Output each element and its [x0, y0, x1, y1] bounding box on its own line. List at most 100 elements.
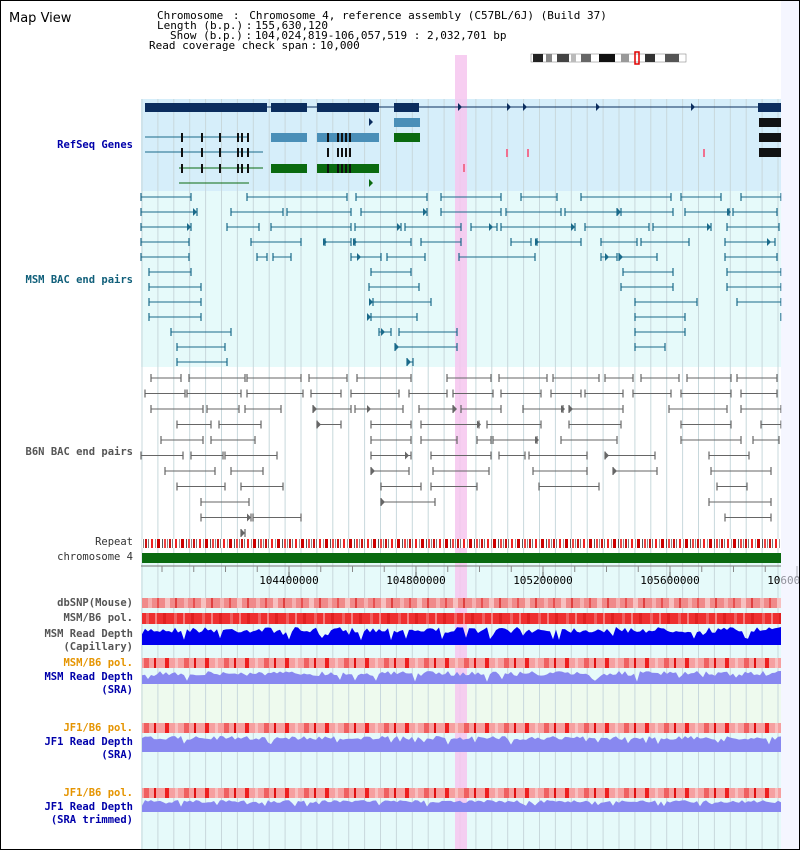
- dbsnp-label[interactable]: dbSNP(Mouse): [57, 597, 133, 609]
- refseq-exon: [341, 148, 343, 157]
- refseq-exon: [241, 133, 243, 142]
- msm-bac-arrow: [397, 223, 401, 231]
- refseq-exon: [201, 148, 203, 157]
- refseq-snp-mark: [703, 149, 705, 157]
- msm-bac-arrow: [353, 238, 357, 246]
- chromosome-value: Chromosome 4, reference assembly (C57BL/…: [249, 9, 607, 22]
- msm-bac-arrow: [707, 223, 711, 231]
- map-view-title: Map View: [9, 11, 72, 26]
- b6n-bac-arrow: [313, 405, 317, 413]
- msm-depth-sra-label-1[interactable]: MSM Read Depth: [44, 671, 133, 683]
- msm-bac-arrow: [381, 328, 385, 336]
- axis-tick-label: 104400000: [259, 574, 319, 587]
- coverage-value: 10,000: [319, 39, 360, 52]
- msm-bac-arrow: [193, 208, 197, 216]
- read-depth-area: [142, 800, 781, 812]
- refseq-genes-glyphs[interactable]: [145, 103, 781, 187]
- msm-b6-pol-label-1[interactable]: MSM/B6 pol.: [63, 612, 133, 624]
- length-label: Length (b.p.): [157, 19, 244, 32]
- b6n-bac-arrow: [367, 405, 371, 413]
- highlight-band[interactable]: [455, 55, 467, 849]
- b6n-bac-arrow: [371, 467, 375, 475]
- msm-b6-pol-track-1[interactable]: [142, 613, 781, 624]
- msm-bac-arrow: [767, 238, 771, 246]
- refseq-gene-arrow: [369, 179, 373, 187]
- refseq-exon: [201, 133, 203, 142]
- refseq-snp-mark: [463, 164, 465, 172]
- msm-depth-capillary-track[interactable]: [142, 627, 781, 645]
- chromosome-label: Chromosome: [157, 9, 224, 22]
- msm-depth-sra-label-2: (SRA): [101, 684, 133, 696]
- refseq-exon: [247, 164, 249, 173]
- b6n-bac-arrow: [477, 420, 481, 429]
- jf1-b6-pol-track-2[interactable]: [142, 788, 781, 798]
- refseq-snp-mark: [527, 149, 529, 157]
- msm-bac-glyphs[interactable]: [140, 193, 782, 366]
- b6n-bac-arrow: [381, 498, 385, 506]
- jf1-b6-pol-track-1[interactable]: [142, 723, 781, 733]
- msm-bac-arrow: [407, 358, 411, 366]
- chromosome-ideogram[interactable]: [530, 51, 687, 65]
- msm-b6-pol-track-2[interactable]: [142, 658, 781, 668]
- refseq-exon: [247, 133, 249, 142]
- read-depth-area: [142, 671, 781, 684]
- refseq-exon: [219, 133, 221, 142]
- refseq-exon: [237, 148, 239, 157]
- show-label: Show (b.p.): [170, 29, 243, 42]
- refseq-exon: [327, 148, 329, 157]
- jf1-depth-trimmed-label-2: (SRA trimmed): [50, 814, 133, 826]
- b6n-bac-label[interactable]: B6N BAC end pairs: [25, 446, 133, 458]
- length-value: 155,630,120: [255, 19, 328, 32]
- repeat-track[interactable]: [142, 539, 781, 548]
- msm-bac-arrow: [187, 223, 191, 231]
- msm-bac-label[interactable]: MSM BAC end pairs: [25, 274, 133, 286]
- refseq-exon: [341, 164, 343, 173]
- dbsnp-track[interactable]: [142, 598, 781, 608]
- refseq-exon: [345, 133, 347, 142]
- chromosome-bar[interactable]: [142, 553, 781, 563]
- msm-b6-pol-label-2[interactable]: MSM/B6 pol.: [63, 657, 133, 669]
- msm-depth-capillary-label-1[interactable]: MSM Read Depth: [44, 628, 133, 640]
- refseq-exon: [237, 133, 239, 142]
- msm-bac-arrow: [727, 208, 731, 216]
- refseq-exon: [341, 133, 343, 142]
- b6n-bac-arrow: [535, 436, 539, 444]
- refseq-exon: [349, 164, 351, 173]
- refseq-exon: [349, 148, 351, 157]
- repeat-label[interactable]: Repeat: [95, 536, 133, 548]
- refseq-gene-block: [394, 118, 420, 127]
- refseq-gene-block: [317, 164, 379, 173]
- msm-bac-arrow: [619, 253, 623, 261]
- msm-bac-arrow: [489, 223, 493, 231]
- axis-tick-label: 105600000: [640, 574, 700, 587]
- refseq-genes-label[interactable]: RefSeq Genes: [57, 139, 133, 151]
- b6n-bac-glyphs[interactable]: [140, 374, 782, 537]
- refseq-exon: [201, 164, 203, 173]
- refseq-exon: [241, 164, 243, 173]
- right-margin: [781, 1, 799, 849]
- refseq-gene-block: [271, 164, 307, 173]
- msm-bac-arrow: [535, 238, 539, 246]
- refseq-exon: [345, 148, 347, 157]
- jf1-depth-trimmed-track[interactable]: [142, 800, 781, 812]
- jf1-depth-sra-track[interactable]: [142, 736, 781, 752]
- jf1-b6-pol-label-2[interactable]: JF1/B6 pol.: [63, 787, 133, 799]
- b6n-bac-arrow: [247, 513, 251, 522]
- axis-tick-label: 104800000: [386, 574, 446, 587]
- coverage-label: Read coverage check span: [149, 39, 308, 52]
- b6n-bac-arrow: [561, 405, 565, 413]
- refseq-gene-block: [759, 148, 781, 157]
- b6n-bac-arrow: [613, 467, 617, 475]
- refseq-snp-mark: [506, 149, 508, 157]
- b6n-bac-arrow: [405, 451, 409, 460]
- msm-bac-arrow: [369, 298, 373, 306]
- refseq-exon: [181, 133, 183, 142]
- refseq-exon: [349, 133, 351, 142]
- jf1-b6-pol-label-1[interactable]: JF1/B6 pol.: [63, 722, 133, 734]
- jf1-depth-trimmed-label-1[interactable]: JF1 Read Depth: [44, 801, 133, 813]
- jf1-depth-sra-label-1[interactable]: JF1 Read Depth: [44, 736, 133, 748]
- msm-depth-sra-track[interactable]: [142, 671, 781, 684]
- refseq-exon: [181, 148, 183, 157]
- b6n-bac-arrow: [569, 405, 573, 413]
